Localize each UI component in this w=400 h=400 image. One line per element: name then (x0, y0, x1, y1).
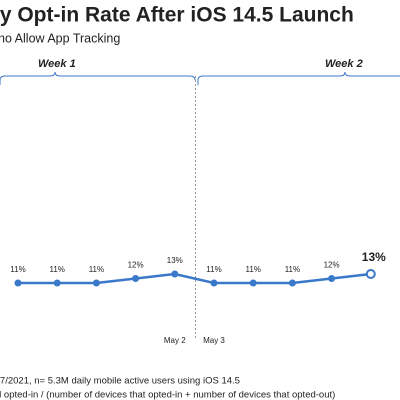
week-label: Week 1 (38, 58, 76, 70)
point (210, 279, 218, 287)
point (328, 275, 336, 282)
point (132, 275, 140, 282)
data-label: 11% (206, 265, 221, 274)
footnote: 5/7/2021, n= 5.3M daily mobile active us… (0, 376, 240, 387)
data-label: 12% (128, 261, 144, 270)
data-label: 11% (89, 265, 104, 274)
week-label: Week 2 (325, 58, 363, 70)
data-label: 13% (362, 250, 386, 264)
line (18, 272, 371, 285)
point (53, 279, 61, 287)
week-bracket (197, 71, 400, 85)
data-label: 12% (324, 261, 340, 270)
point (365, 269, 376, 279)
data-label: 11% (285, 265, 300, 274)
x-tick-label: May 3 (203, 336, 225, 345)
data-label: 11% (245, 265, 260, 274)
x-tick-label: May 2 (164, 336, 186, 345)
point (171, 270, 179, 278)
week-bracket (0, 71, 196, 85)
point (288, 279, 296, 287)
footnote: d opted-in / (number of devices that opt… (0, 390, 335, 400)
point (14, 279, 22, 287)
data-label: 11% (10, 265, 25, 274)
chart-subtitle: ho Allow App Tracking (0, 31, 120, 45)
chart-title: ly Opt-in Rate After iOS 14.5 Launch (0, 4, 354, 27)
point (92, 279, 100, 287)
data-label: 13% (167, 256, 183, 265)
point (249, 279, 257, 287)
data-label: 11% (49, 265, 64, 274)
